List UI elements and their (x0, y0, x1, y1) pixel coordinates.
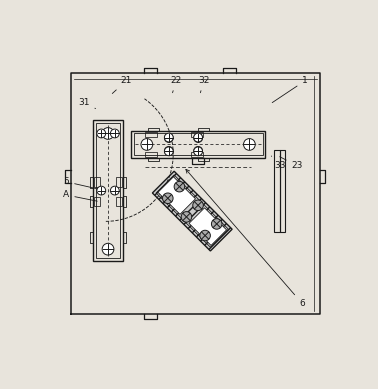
Bar (146, 152, 156, 157)
Bar (94, 177, 100, 187)
Circle shape (243, 138, 255, 150)
Circle shape (194, 147, 203, 155)
Polygon shape (189, 208, 226, 245)
Circle shape (194, 147, 203, 156)
Text: 23: 23 (280, 157, 303, 170)
Text: 5: 5 (64, 177, 96, 189)
Text: 32: 32 (198, 76, 210, 93)
Text: 21: 21 (112, 76, 132, 93)
Text: 1: 1 (272, 76, 308, 103)
Circle shape (211, 219, 222, 229)
Circle shape (164, 133, 173, 142)
Circle shape (110, 186, 119, 195)
Bar (96, 123, 121, 258)
Circle shape (164, 147, 173, 156)
Circle shape (193, 200, 203, 210)
Bar (191, 132, 203, 137)
Circle shape (200, 230, 211, 241)
Circle shape (194, 133, 203, 142)
Bar (116, 197, 122, 206)
Circle shape (141, 138, 153, 150)
Circle shape (102, 243, 114, 255)
Bar (280, 150, 285, 231)
Bar (131, 131, 265, 158)
Polygon shape (158, 177, 195, 214)
Bar (93, 120, 123, 261)
Circle shape (181, 212, 192, 222)
Bar (134, 133, 263, 156)
Bar (94, 197, 100, 206)
Polygon shape (152, 171, 232, 251)
Circle shape (164, 133, 173, 142)
Bar (274, 150, 280, 231)
Text: A: A (63, 191, 97, 201)
Circle shape (102, 128, 114, 139)
Text: 33: 33 (271, 156, 286, 170)
Circle shape (163, 193, 173, 203)
Bar (116, 177, 122, 187)
Text: 22: 22 (170, 76, 182, 93)
Circle shape (97, 186, 106, 195)
Text: 6: 6 (186, 169, 305, 308)
Text: 31: 31 (78, 98, 96, 109)
Circle shape (174, 181, 185, 192)
Circle shape (110, 129, 119, 138)
Circle shape (194, 133, 203, 142)
Circle shape (164, 147, 173, 155)
Bar (191, 152, 203, 157)
Bar (146, 132, 156, 137)
Circle shape (97, 129, 106, 138)
